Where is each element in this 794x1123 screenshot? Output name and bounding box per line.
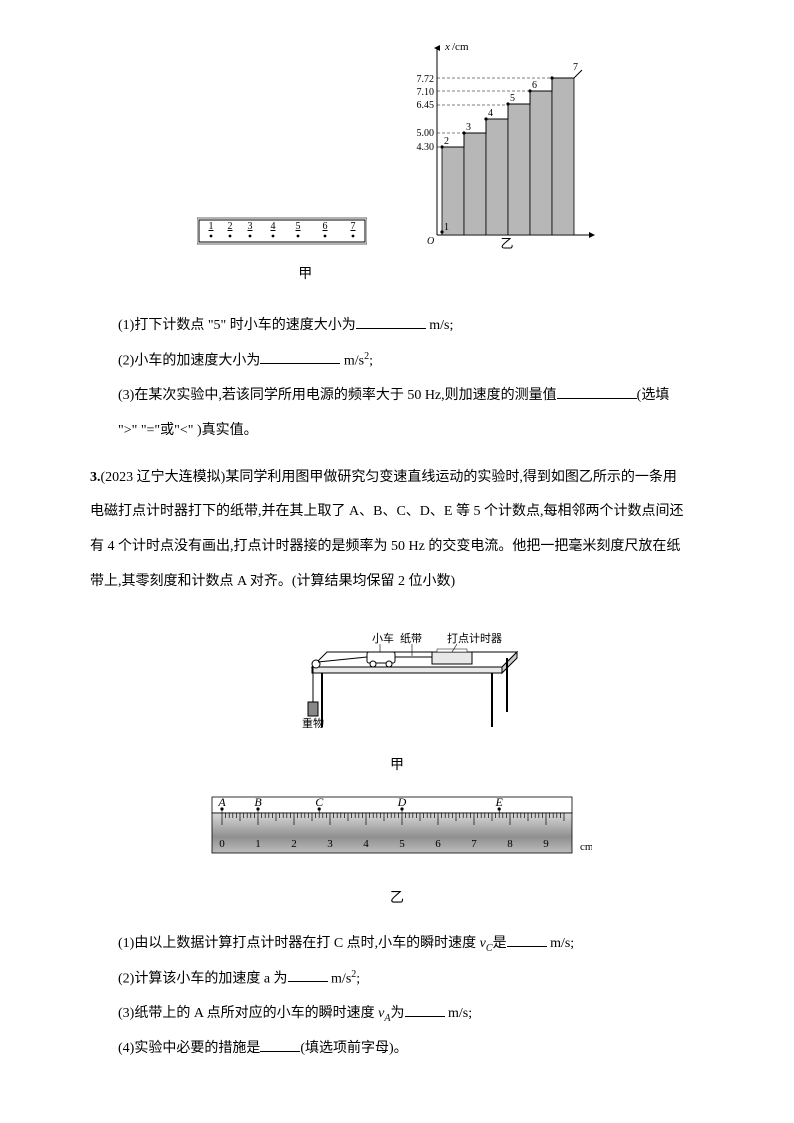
svg-text:9: 9 [543, 838, 549, 850]
svg-text:2: 2 [228, 221, 233, 232]
q3-4-a: (4)实验中必要的措施是 [118, 1041, 260, 1056]
p3-l1: 某同学利用图甲做研究匀变速直线运动的实验时,得到如图乙所示的一条用 [225, 470, 677, 485]
svg-text:2: 2 [444, 136, 449, 147]
svg-text:0: 0 [219, 838, 225, 850]
label-tape: 纸带 [400, 632, 422, 645]
svg-text:cm: cm [580, 841, 592, 853]
q3-3: (3)纸带上的 A 点所对应的小车的瞬时速度 vA为 m/s; [90, 999, 704, 1030]
q3-1-sub: C [486, 943, 493, 954]
q1-3-a: (3)在某次实验中,若该同学所用电源的频率大于 50 Hz,则加速度的测量值 [118, 388, 557, 403]
svg-text:D: D [397, 795, 407, 809]
svg-text:6: 6 [532, 80, 537, 91]
svg-text:/cm: /cm [452, 41, 469, 53]
q1-1-a: (1)打下计数点 "5" 时小车的速度大小为 [118, 318, 356, 333]
q3-1-a: (1)由以上数据计算打点计时器在打 C 点时,小车的瞬时速度 [118, 936, 480, 951]
svg-text:6: 6 [435, 838, 441, 850]
q1-line4: ">" "="或"<" )真实值。 [90, 416, 704, 447]
svg-text:x: x [444, 41, 450, 53]
ruler-caption: 乙 [90, 884, 704, 915]
apparatus-figure-wrap: 小车 纸带 打点计时器 重物 [90, 612, 704, 745]
svg-text:1: 1 [255, 838, 261, 850]
svg-text:7.72: 7.72 [417, 74, 435, 85]
page: 1 2 3 4 5 6 7 [0, 0, 794, 1109]
ruler-figure-wrap: 0 1 2 3 4 5 6 7 8 9 cm A B C D E [90, 795, 704, 878]
q3-2-b: m/s [328, 971, 352, 986]
blank-q1-1[interactable] [356, 314, 426, 329]
label-weight: 重物 [302, 716, 324, 730]
p3-l4: 带上,其零刻度和计数点 A 对齐。(计算结果均保留 2 位小数) [90, 567, 704, 598]
svg-text:B: B [254, 795, 262, 809]
svg-text:3: 3 [327, 838, 333, 850]
blank-q3-3[interactable] [405, 1002, 445, 1017]
apparatus-caption: 甲 [90, 751, 704, 782]
svg-text:7: 7 [351, 221, 356, 232]
svg-text:4: 4 [488, 108, 493, 119]
ruler-figure: 0 1 2 3 4 5 6 7 8 9 cm A B C D E [202, 795, 592, 865]
p3-src: (2023 辽宁大连模拟) [101, 470, 226, 485]
caption-right-spacer [492, 260, 496, 291]
svg-text:7.10: 7.10 [417, 87, 435, 98]
apparatus-figure: 小车 纸带 打点计时器 重物 [272, 612, 522, 732]
bar-chart-figure: x /cm 7.72 7.10 6.45 5.00 4.30 [397, 40, 597, 250]
q1-line3: (3)在某次实验中,若该同学所用电源的频率大于 50 Hz,则加速度的测量值 (选… [90, 381, 704, 412]
blank-q3-1[interactable] [507, 932, 547, 947]
q1-4: ">" "="或"<" )真实值。 [118, 423, 258, 438]
svg-text:5: 5 [399, 838, 405, 850]
svg-text:5: 5 [510, 93, 515, 104]
label-timer: 打点计时器 [447, 631, 502, 645]
q1-2-b: m/s [340, 353, 364, 368]
svg-text:5: 5 [296, 221, 301, 232]
svg-text:C: C [315, 795, 324, 809]
svg-text:1: 1 [444, 222, 449, 233]
svg-text:8: 8 [507, 838, 513, 850]
figure-row-top: 1 2 3 4 5 6 7 [90, 40, 704, 250]
q3-2: (2)计算该小车的加速度 a 为 m/s2; [90, 964, 704, 995]
svg-text:6.45: 6.45 [417, 100, 435, 111]
svg-text:6: 6 [323, 221, 328, 232]
tape-strip-figure: 1 2 3 4 5 6 7 [197, 210, 367, 250]
q1-1-b: m/s; [426, 318, 454, 333]
q1-2-a: (2)小车的加速度大小为 [118, 353, 260, 368]
caption-left: 甲 [298, 260, 312, 291]
q3-4-b: (填选项前字母)。 [300, 1041, 407, 1056]
svg-text:O: O [427, 236, 434, 247]
svg-text:5.00: 5.00 [417, 128, 435, 139]
q3-2-c: ; [356, 971, 360, 986]
blank-q1-3[interactable] [557, 384, 637, 399]
q3-4: (4)实验中必要的措施是 (填选项前字母)。 [90, 1034, 704, 1065]
q3-3-a: (3)纸带上的 A 点所对应的小车的瞬时速度 [118, 1006, 378, 1021]
svg-text:1: 1 [209, 221, 214, 232]
q3-1: (1)由以上数据计算打点计时器在打 C 点时,小车的瞬时速度 vC是 m/s; [90, 929, 704, 960]
svg-text:3: 3 [466, 122, 471, 133]
q3-1-b: 是 [493, 936, 507, 951]
q1-line1: (1)打下计数点 "5" 时小车的速度大小为 m/s; [90, 311, 704, 342]
q3-3-b: 为 [391, 1006, 405, 1021]
svg-text:E: E [495, 795, 504, 809]
problem-3: 3.(2023 辽宁大连模拟)某同学利用图甲做研究匀变速直线运动的实验时,得到如… [90, 463, 704, 598]
p3-num: 3. [90, 470, 101, 485]
q3-2-a: (2)计算该小车的加速度 a 为 [118, 971, 288, 986]
chart-caption-right: 乙 [500, 236, 513, 250]
svg-text:4: 4 [363, 838, 369, 850]
svg-text:2: 2 [291, 838, 297, 850]
svg-text:7: 7 [471, 838, 477, 850]
blank-q3-4[interactable] [260, 1037, 300, 1052]
svg-text:7: 7 [573, 62, 578, 73]
label-car: 小车 [372, 631, 394, 645]
p3-l2: 电磁打点计时器打下的纸带,并在其上取了 A、B、C、D、E 等 5 个计数点,每… [90, 497, 704, 528]
svg-text:4.30: 4.30 [417, 142, 435, 153]
blank-q3-2[interactable] [288, 967, 328, 982]
blank-q1-2[interactable] [260, 349, 340, 364]
svg-text:4: 4 [271, 221, 276, 232]
p3-l3: 有 4 个计时点没有画出,打点计时器接的是频率为 50 Hz 的交变电流。他把一… [90, 532, 704, 563]
svg-text:A: A [217, 795, 226, 809]
svg-text:3: 3 [248, 221, 253, 232]
figure-captions-top: 甲 [90, 260, 704, 291]
q3-1-c: m/s; [547, 936, 575, 951]
q3-3-c: m/s; [445, 1006, 473, 1021]
q1-3-b: (选填 [637, 388, 670, 403]
q1-2-c: ; [369, 353, 373, 368]
q1-line2: (2)小车的加速度大小为 m/s2; [90, 346, 704, 377]
